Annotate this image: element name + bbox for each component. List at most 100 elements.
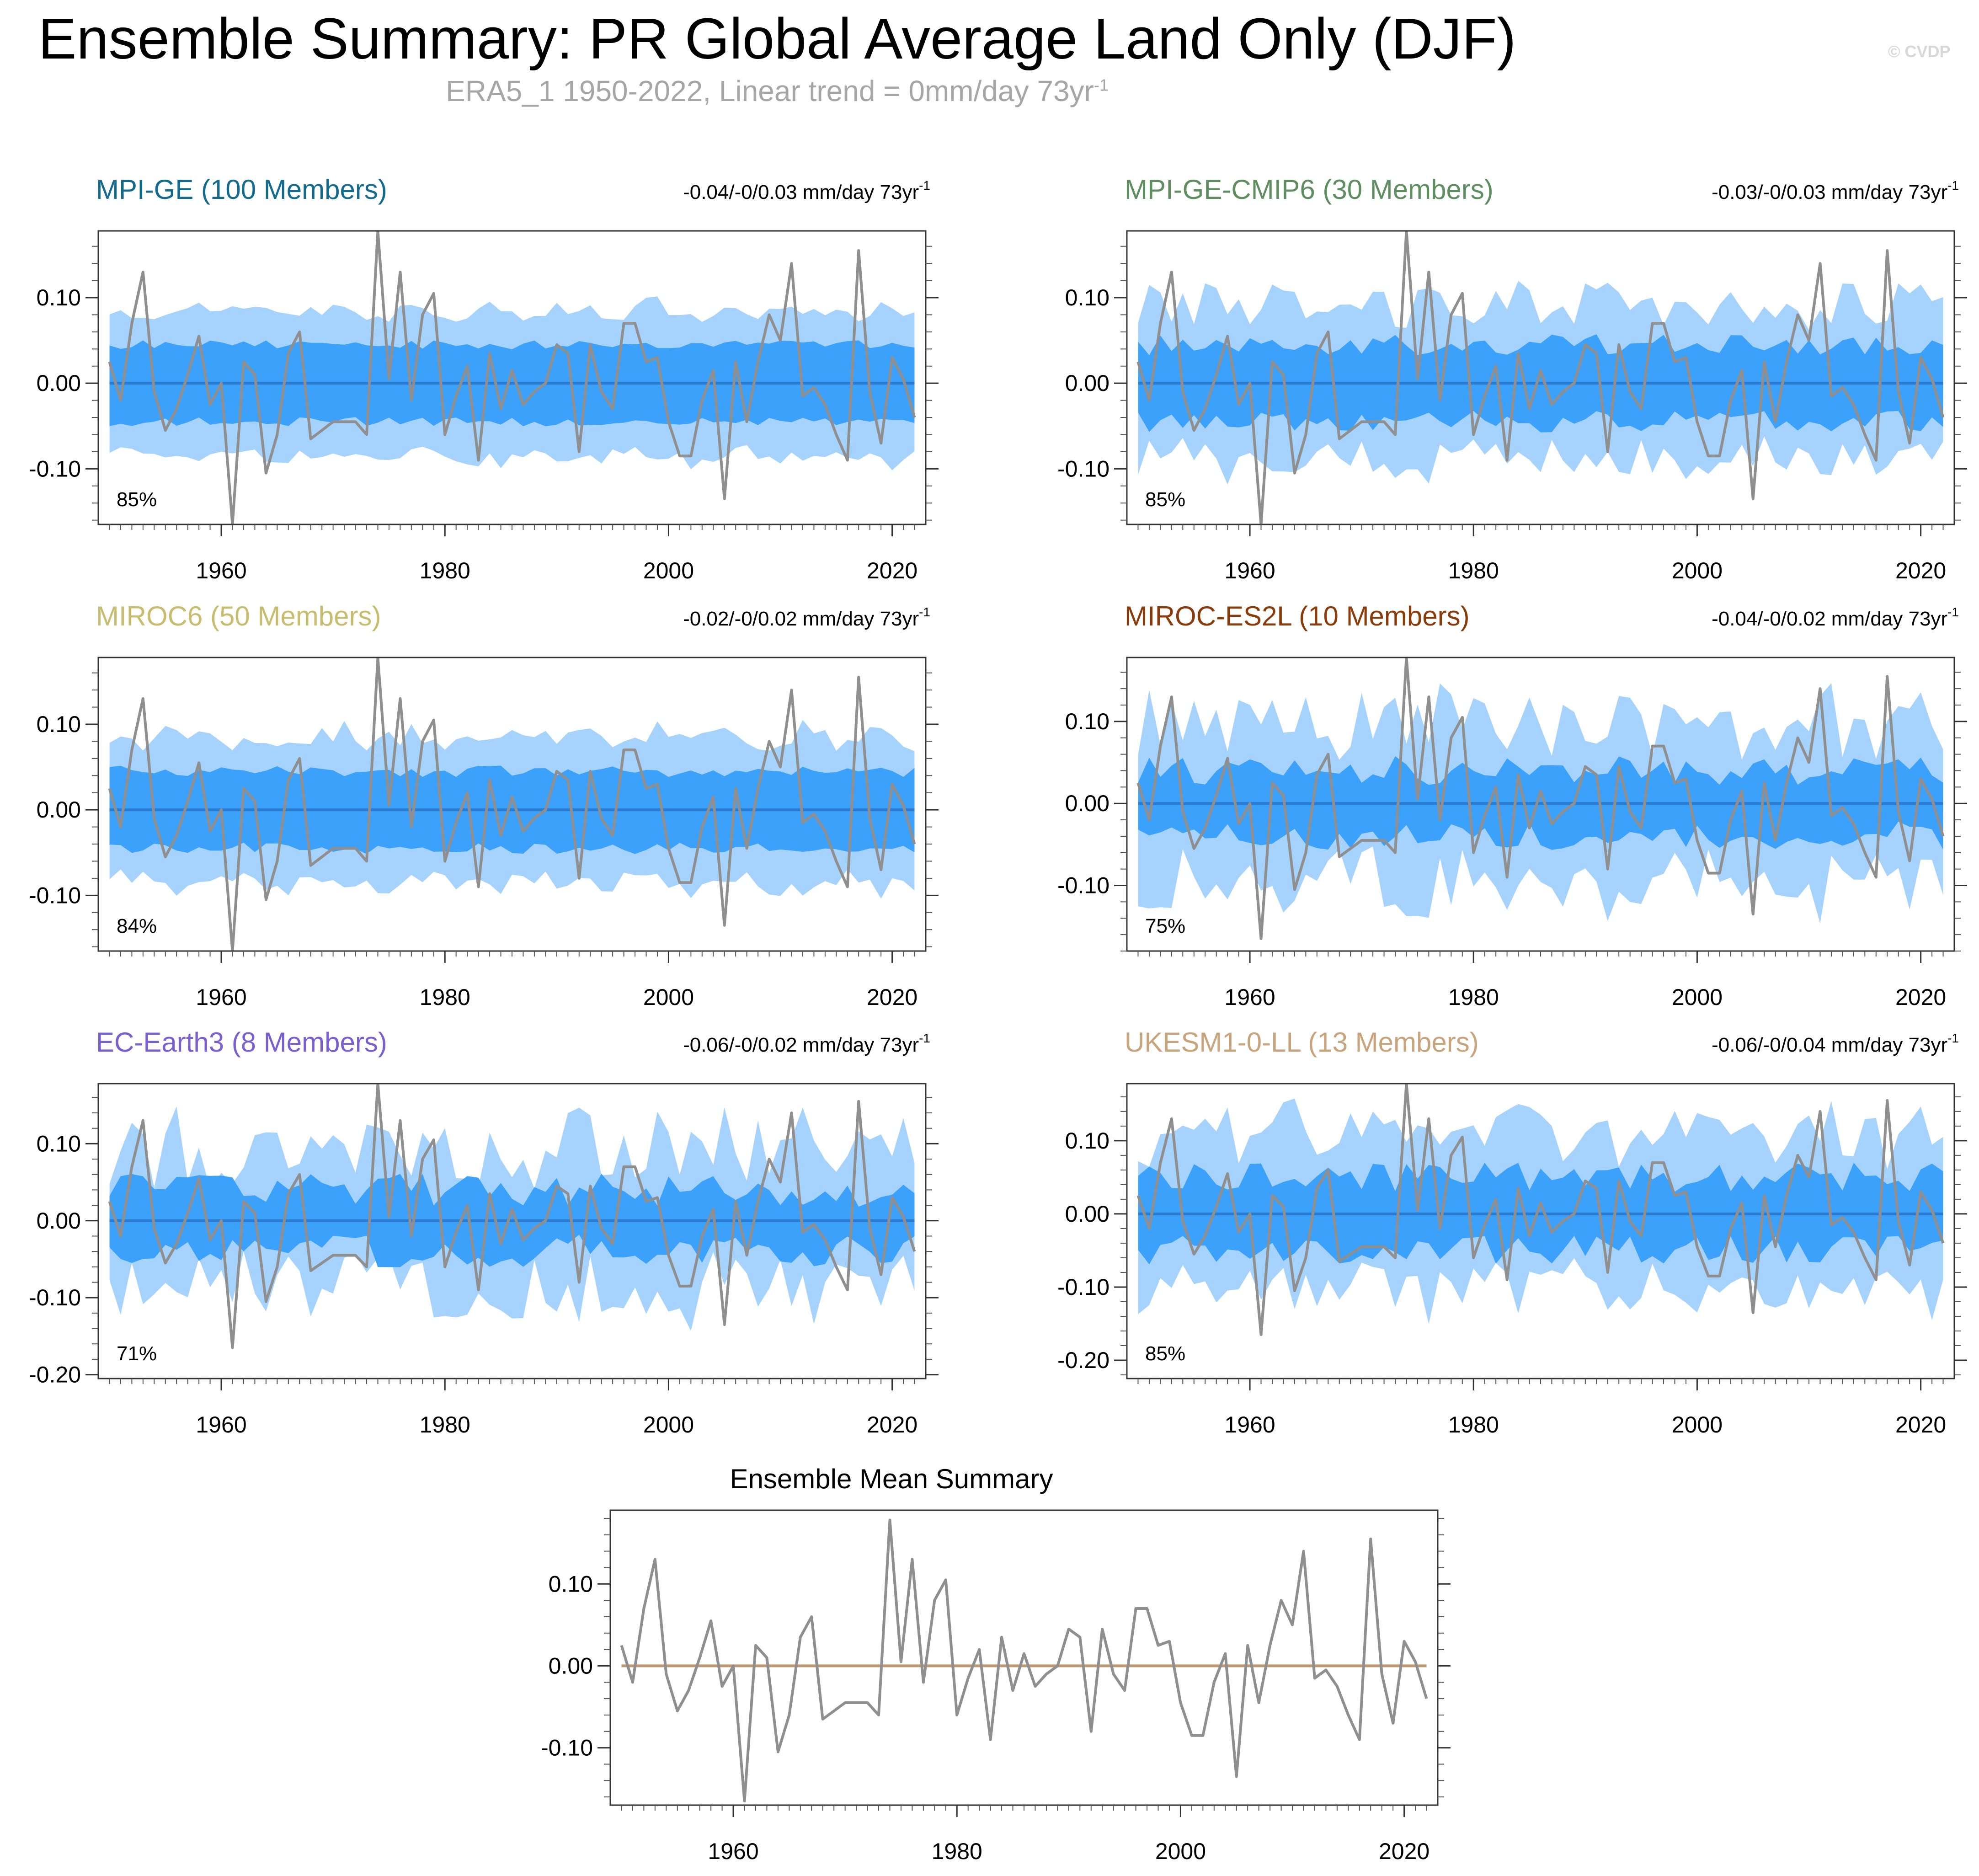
x-tick-label: 2000 bbox=[1672, 984, 1723, 1010]
y-tick-label: -0.10 bbox=[29, 882, 81, 908]
x-tick-label: 2020 bbox=[867, 558, 917, 583]
panel-title: EC-Earth3 (8 Members) bbox=[96, 1027, 387, 1058]
subtitle-superscript: -1 bbox=[1094, 75, 1109, 95]
x-tick-label: 1980 bbox=[1448, 984, 1499, 1010]
y-tick-label: -0.20 bbox=[1057, 1347, 1110, 1373]
trend-superscript: -1 bbox=[1947, 1031, 1959, 1045]
y-tick-label: -0.10 bbox=[541, 1735, 593, 1761]
plot-area bbox=[108, 657, 916, 951]
y-tick-label: 0.10 bbox=[37, 1131, 81, 1156]
y-tick-label: -0.10 bbox=[1057, 456, 1110, 481]
subtitle-text: ERA5_1 1950-2022, Linear trend = 0mm/day… bbox=[446, 75, 1094, 107]
x-tick-label: 1960 bbox=[1224, 984, 1275, 1010]
x-tick-label: 1980 bbox=[420, 558, 470, 583]
plot-area bbox=[108, 231, 916, 524]
y-tick-label: -0.10 bbox=[1057, 873, 1110, 898]
observations-line bbox=[620, 1518, 1428, 1802]
x-tick-label: 2020 bbox=[1379, 1839, 1430, 1864]
x-tick-label: 1980 bbox=[1448, 558, 1499, 583]
observations-line bbox=[108, 1084, 916, 1349]
trend-superscript: -1 bbox=[919, 605, 930, 619]
y-tick-label: 0.00 bbox=[37, 797, 81, 823]
panel-title: MPI-GE-CMIP6 (30 Members) bbox=[1125, 174, 1494, 205]
panel-title: MIROC6 (50 Members) bbox=[96, 601, 381, 631]
x-tick-label: 2020 bbox=[1895, 558, 1946, 583]
trend-label: -0.04/-0/0.03 mm/day 73yr-1 bbox=[683, 178, 930, 203]
y-tick-label: 0.10 bbox=[37, 711, 81, 737]
x-tick-label: 2000 bbox=[1672, 558, 1723, 583]
x-tick-label: 1960 bbox=[196, 984, 246, 1010]
plot-area bbox=[1136, 1084, 1945, 1336]
observations-line bbox=[1136, 231, 1945, 524]
x-tick-label: 2020 bbox=[1895, 1412, 1946, 1438]
x-tick-label: 2020 bbox=[867, 1412, 917, 1438]
page-subtitle: ERA5_1 1950-2022, Linear trend = 0mm/day… bbox=[0, 74, 1554, 108]
x-tick-label: 2000 bbox=[1155, 1839, 1206, 1864]
trend-superscript: -1 bbox=[919, 1031, 930, 1045]
panel-title: MIROC-ES2L (10 Members) bbox=[1125, 601, 1470, 631]
page-title: Ensemble Summary: PR Global Average Land… bbox=[38, 6, 1516, 71]
trend-label: -0.03/-0/0.03 mm/day 73yr-1 bbox=[1712, 178, 1959, 203]
percent-label: 84% bbox=[117, 915, 157, 937]
y-tick-label: -0.10 bbox=[29, 1285, 81, 1310]
y-tick-label: -0.10 bbox=[1057, 1274, 1110, 1300]
x-tick-label: 1960 bbox=[196, 558, 246, 583]
observations-line bbox=[1136, 1084, 1945, 1336]
y-tick-label: 0.10 bbox=[37, 285, 81, 310]
plot-area bbox=[1136, 657, 1945, 941]
percent-label: 75% bbox=[1145, 915, 1185, 937]
trend-superscript: -1 bbox=[1947, 605, 1959, 619]
panel-title: UKESM1-0-LL (13 Members) bbox=[1125, 1027, 1479, 1058]
x-tick-label: 1980 bbox=[420, 984, 470, 1010]
y-tick-label: 0.00 bbox=[37, 370, 81, 396]
plot-area bbox=[1136, 231, 1945, 524]
observations-line bbox=[1136, 657, 1945, 941]
observations-line bbox=[108, 657, 916, 951]
y-tick-label: -0.20 bbox=[29, 1362, 81, 1388]
x-tick-label: 1960 bbox=[196, 1412, 246, 1438]
x-tick-label: 2000 bbox=[643, 1412, 694, 1438]
trend-superscript: -1 bbox=[919, 178, 930, 192]
panel-4: -0.10 0.00 0.10 1960 1980 2000 2020 MIROC-ES2L … bbox=[1057, 601, 1967, 1010]
y-tick-label: 0.00 bbox=[1065, 370, 1110, 396]
percent-label: 85% bbox=[1145, 488, 1185, 511]
y-tick-label: 0.00 bbox=[1065, 1201, 1110, 1227]
x-tick-label: 2000 bbox=[643, 984, 694, 1010]
observations-line bbox=[108, 231, 916, 524]
x-tick-label: 1960 bbox=[708, 1839, 758, 1864]
y-tick-label: 0.00 bbox=[1065, 791, 1110, 816]
panel-2: -0.10 0.00 0.10 1960 1980 2000 2020 MPI-GE-CMIP… bbox=[1057, 174, 1967, 583]
x-tick-label: 2020 bbox=[867, 984, 917, 1010]
panel-6: -0.20 -0.10 0.00 0.10 1960 1980 2000 2020 UKESM1… bbox=[1057, 1027, 1967, 1438]
panel-3: -0.10 0.00 0.10 1960 1980 2000 2020 MIROC6 (50 … bbox=[29, 601, 939, 1010]
panel-5: -0.20 -0.10 0.00 0.10 1960 1980 2000 2020 EC-Ear… bbox=[29, 1027, 939, 1438]
x-tick-label: 1980 bbox=[932, 1839, 982, 1864]
trend-label: -0.06/-0/0.02 mm/day 73yr-1 bbox=[683, 1031, 930, 1056]
y-tick-label: 0.00 bbox=[549, 1653, 593, 1678]
y-tick-label: 0.10 bbox=[549, 1571, 593, 1597]
x-tick-label: 2000 bbox=[1672, 1412, 1723, 1438]
y-tick-label: 0.10 bbox=[1065, 1128, 1110, 1154]
trend-label: -0.06/-0/0.04 mm/day 73yr-1 bbox=[1712, 1031, 1959, 1056]
trend-label: -0.04/-0/0.02 mm/day 73yr-1 bbox=[1712, 605, 1959, 630]
y-tick-label: -0.10 bbox=[29, 456, 81, 481]
x-tick-label: 1960 bbox=[1224, 1412, 1275, 1438]
x-tick-label: 2020 bbox=[1895, 984, 1946, 1010]
plot-area bbox=[620, 1518, 1428, 1802]
x-tick-label: 2000 bbox=[643, 558, 694, 583]
percent-label: 71% bbox=[117, 1342, 157, 1365]
y-tick-label: 0.10 bbox=[1065, 285, 1110, 310]
plot-area bbox=[108, 1084, 916, 1349]
trend-superscript: -1 bbox=[1947, 178, 1959, 192]
copyright-label: © CVDP bbox=[1888, 42, 1951, 61]
y-tick-label: 0.00 bbox=[37, 1208, 81, 1234]
panel-1: -0.10 0.00 0.10 1960 1980 2000 2020 MPI-GE (100… bbox=[29, 174, 939, 583]
percent-label: 85% bbox=[1145, 1342, 1185, 1365]
x-tick-label: 1980 bbox=[1448, 1412, 1499, 1438]
panel-title: Ensemble Mean Summary bbox=[730, 1464, 1053, 1494]
percent-label: 85% bbox=[117, 488, 157, 511]
panel-7: -0.10 0.00 0.10 1960 1980 2000 2020 Ensemble Me… bbox=[541, 1464, 1451, 1864]
x-tick-label: 1980 bbox=[420, 1412, 470, 1438]
y-tick-label: 0.10 bbox=[1065, 709, 1110, 734]
